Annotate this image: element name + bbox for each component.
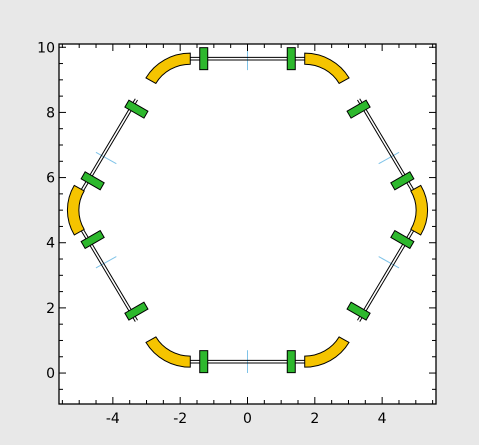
- dipole-right: [410, 184, 428, 236]
- x-tick-label: 2: [310, 411, 319, 427]
- dipole-bottom-left: [145, 336, 191, 368]
- y-tick-label: 4: [46, 236, 55, 252]
- section-marker: [378, 256, 400, 269]
- quadrupole-magnet: [199, 47, 209, 71]
- y-tick-label: 6: [46, 171, 55, 187]
- y-tick-label: 10: [37, 40, 55, 56]
- plot-frame: [58, 43, 437, 405]
- section-marker: [95, 256, 117, 269]
- y-tick-label: 2: [46, 301, 55, 317]
- section-marker: [95, 151, 117, 165]
- x-tick-label: 0: [243, 411, 252, 427]
- x-tick-label: -2: [173, 411, 187, 427]
- quadrupole-magnet: [124, 99, 149, 119]
- dipole-top-right: [304, 52, 350, 85]
- y-tick-label: 0: [46, 366, 55, 382]
- axis-ticks: -4 -2 0 2 4 0 2 4 6 8 10: [37, 40, 436, 427]
- x-tick-label: -4: [106, 411, 120, 427]
- section-markers: [95, 47, 400, 374]
- quadrupole-magnet: [346, 301, 371, 321]
- dipole-magnets: [67, 52, 428, 368]
- plot-area: [59, 44, 436, 404]
- y-tick-label: 8: [46, 105, 55, 121]
- quadrupole-magnet: [286, 47, 296, 71]
- dipole-bottom-right: [304, 336, 350, 368]
- x-tick-label: 4: [378, 411, 387, 427]
- quadrupole-magnet: [286, 350, 296, 374]
- quadrupole-magnet: [346, 99, 371, 119]
- quadrupole-magnet: [199, 350, 209, 374]
- quadrupole-magnet: [390, 171, 415, 191]
- quadrupole-magnet: [390, 229, 415, 250]
- quadrupole-magnet: [80, 229, 105, 250]
- dipole-left: [67, 184, 85, 236]
- quadrupole-magnet: [80, 171, 105, 191]
- quadrupole-magnets: [80, 47, 415, 374]
- quadrupole-magnet: [124, 301, 149, 321]
- section-marker: [378, 151, 400, 165]
- dipole-top-left: [145, 52, 191, 85]
